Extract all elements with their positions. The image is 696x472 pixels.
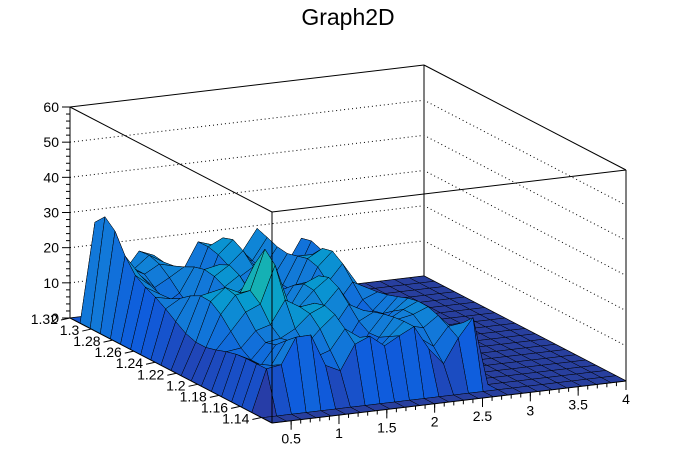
x-tick-label: 3.5 [568, 397, 588, 413]
box-edge-front [69, 106, 273, 213]
z-gridline [69, 99, 627, 206]
surface-mesh [69, 216, 627, 424]
y-tick-label: 1.32 [31, 311, 58, 327]
y-tick-label: 1.22 [137, 366, 164, 382]
x-tick-label: 0.5 [281, 431, 301, 447]
z-tick-label: 30 [43, 205, 59, 221]
z-tick-label: 50 [43, 134, 59, 150]
z-gridline [69, 240, 627, 347]
plot-box-front [69, 106, 627, 423]
y-tick-label: 1.18 [180, 388, 207, 404]
x-tick-label: 3 [526, 402, 534, 418]
box-edge [69, 64, 425, 108]
z-tick-label: 60 [43, 99, 59, 115]
y-tick-label: 1.16 [201, 399, 228, 415]
x-tick-label: 4 [622, 391, 630, 407]
x-tick-label: 2.5 [473, 408, 493, 424]
y-tick [145, 361, 156, 365]
y-tick [124, 350, 134, 354]
y-tick [252, 416, 262, 420]
y-tick [188, 383, 198, 387]
y-tick-label: 1.26 [95, 344, 122, 360]
box-edge [423, 64, 627, 171]
z-tick-label: 40 [43, 169, 59, 185]
z-tick-label: 10 [43, 275, 59, 291]
x-tick-label: 1 [335, 425, 343, 441]
y-tick [82, 328, 92, 332]
y-tick-label: 1.14 [222, 410, 249, 426]
x-axis-line [271, 380, 627, 424]
chart-title: Graph2D [301, 4, 395, 30]
z-gridline [69, 205, 627, 312]
x-tick-label: 1.5 [377, 419, 397, 435]
z-gridline [69, 134, 627, 241]
y-tick [167, 372, 177, 376]
y-tick [209, 394, 219, 398]
y-tick [103, 339, 113, 343]
z-gridline [69, 169, 627, 276]
z-axis: 0 10 20 30 40 50 60 [43, 99, 71, 326]
z-tick-label: 0 [51, 310, 59, 326]
y-axis-line [69, 317, 273, 424]
box-edge-front [271, 169, 627, 213]
x-tick-label: 2 [431, 414, 439, 430]
z-tick-label: 20 [43, 240, 59, 256]
y-tick [230, 405, 241, 409]
y-tick-label: 1.24 [116, 355, 143, 371]
y-tick-label: 1.28 [73, 333, 100, 349]
y-tick-label: 1.2 [166, 377, 186, 393]
x-axis: 0.5 1 1.5 2 2.5 3 3.5 4 [271, 380, 630, 447]
y-axis: 1.141.161.181.21.221.241.261.281.31.32 [31, 311, 273, 426]
y-tick-label: 1.3 [60, 322, 80, 338]
y-tick [60, 317, 71, 321]
